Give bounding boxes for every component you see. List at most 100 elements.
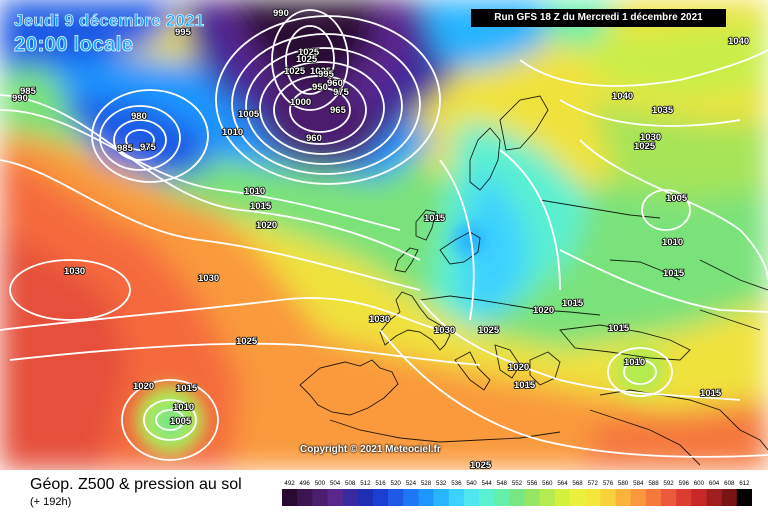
isobar-label: 1025 — [634, 141, 656, 152]
isobar-label: 1020 — [533, 305, 554, 316]
scale-tick-label: 580 — [618, 480, 629, 487]
isobar-label: 1040 — [612, 91, 633, 102]
scale-tick-label: 612 — [739, 480, 750, 487]
isobar-label: 1010 — [662, 237, 683, 248]
scale-swatch — [615, 489, 632, 506]
scale-swatch — [342, 489, 359, 506]
isobar-label: 985 — [117, 143, 134, 154]
copyright-notice: Copyright © 2021 Meteociel.fr — [300, 444, 441, 455]
scale-swatch — [509, 489, 525, 506]
scale-swatch — [645, 489, 662, 506]
isobar-label: 1020 — [256, 220, 277, 231]
isobar-label: 1020 — [508, 362, 529, 373]
scale-tick-label: 604 — [709, 480, 720, 487]
isobar-label: 985 — [20, 86, 37, 97]
scale-swatch — [676, 489, 692, 506]
scale-tick-label: 496 — [300, 480, 311, 487]
isobar-label: 1015 — [562, 298, 584, 309]
isobar-label: 1030 — [198, 273, 219, 284]
scale-tick-label: 524 — [406, 480, 417, 487]
forecast-range: (+ 192h) — [30, 496, 72, 508]
isobar-label: 1015 — [514, 380, 536, 391]
isobar-label: 995 — [175, 27, 192, 38]
scale-swatch — [448, 489, 465, 506]
scale-tick-label: 508 — [345, 480, 356, 487]
scale-tick-label: 548 — [497, 480, 508, 487]
scale-swatch — [312, 489, 328, 506]
isobar-label: 990 — [273, 8, 289, 19]
scale-swatch — [282, 489, 298, 506]
scale-swatch — [433, 489, 450, 506]
scale-swatch — [661, 489, 677, 506]
isobar-label: 1025 — [298, 47, 320, 58]
scale-tick-label: 576 — [603, 480, 614, 487]
isobar-label: 990 — [12, 93, 28, 104]
scale-tick-label: 596 — [679, 480, 690, 487]
isobar-label: 1030 — [640, 132, 661, 143]
run-info: Run GFS 18 Z du Mercredi 1 décembre 2021 — [471, 9, 726, 27]
isobars — [0, 9, 768, 461]
scale-tick-label: 572 — [588, 480, 599, 487]
coastlines — [299, 95, 768, 466]
scale-tick-label: 540 — [466, 480, 477, 487]
scale-tick-label: 544 — [482, 480, 493, 487]
isobar-label: 975 — [140, 142, 157, 153]
scale-swatch — [600, 489, 616, 506]
isobar-label: 1040 — [728, 36, 749, 47]
scale-swatch — [357, 489, 374, 506]
scale-swatch — [372, 489, 389, 506]
isobar-label: 960 — [306, 133, 322, 144]
isobar-label: 1015 — [424, 213, 446, 224]
isobar-label: 1025 — [236, 336, 258, 347]
scale-swatch — [479, 489, 495, 506]
scale-swatch — [327, 489, 343, 506]
scale-tick-label: 564 — [557, 480, 568, 487]
isobar-label: 1015 — [608, 323, 630, 334]
isobar-label: 1030 — [64, 266, 85, 277]
isobar-label: 1025 — [478, 325, 500, 336]
scale-swatch — [418, 489, 434, 506]
isobar-label: 1015 — [700, 388, 722, 399]
isobar-label: 1025 — [284, 66, 306, 77]
isobar-label: 1000 — [290, 97, 311, 108]
scale-swatch — [736, 489, 752, 506]
isobar-label: 950 — [312, 82, 328, 93]
scale-tick-label: 500 — [315, 480, 326, 487]
scale-tick-label: 568 — [572, 480, 583, 487]
color-scale-legend: 492 496 500 504 508 512 516 520 524 528 532 536 540 5… — [282, 480, 752, 506]
scale-swatch — [297, 489, 313, 506]
scale-tick-label: 560 — [542, 480, 553, 487]
isobar-label: 995 — [318, 69, 335, 80]
isobar-label: 1010 — [173, 402, 194, 413]
scale-tick-label: 516 — [375, 480, 386, 487]
isobar-label: 1035 — [652, 105, 674, 116]
isobar-label: 960 — [327, 78, 343, 89]
isobar-label: 1030 — [369, 314, 390, 325]
isobar-label: 1025 — [310, 66, 332, 77]
scale-swatch — [524, 489, 541, 506]
scale-tick-label: 512 — [360, 480, 371, 487]
scale-swatch — [706, 489, 722, 506]
scale-tick-label: 584 — [633, 480, 644, 487]
scale-swatch — [554, 489, 571, 506]
scale-tick-label: 552 — [512, 480, 523, 487]
scale-tick-label: 492 — [284, 480, 295, 487]
forecast-date: Jeudi 9 décembre 2021 — [14, 11, 205, 31]
isobar-label: 1005 — [238, 109, 260, 120]
scale-swatch — [585, 489, 601, 506]
isobar-label: 1015 — [250, 201, 272, 212]
isobar-label: 965 — [330, 105, 347, 116]
scale-swatch — [570, 489, 586, 506]
scale-tick-label: 592 — [663, 480, 674, 487]
scale-tick-label: 588 — [648, 480, 659, 487]
scale-tick-label: 608 — [724, 480, 735, 487]
scale-swatch — [691, 489, 707, 506]
isobar-label: 1015 — [176, 383, 198, 394]
scale-tick-label: 536 — [451, 480, 462, 487]
isobar-label: 1015 — [663, 268, 685, 279]
scale-swatch — [388, 489, 404, 506]
scale-tick-label: 600 — [694, 480, 705, 487]
isobar-label: 1020 — [133, 381, 154, 392]
